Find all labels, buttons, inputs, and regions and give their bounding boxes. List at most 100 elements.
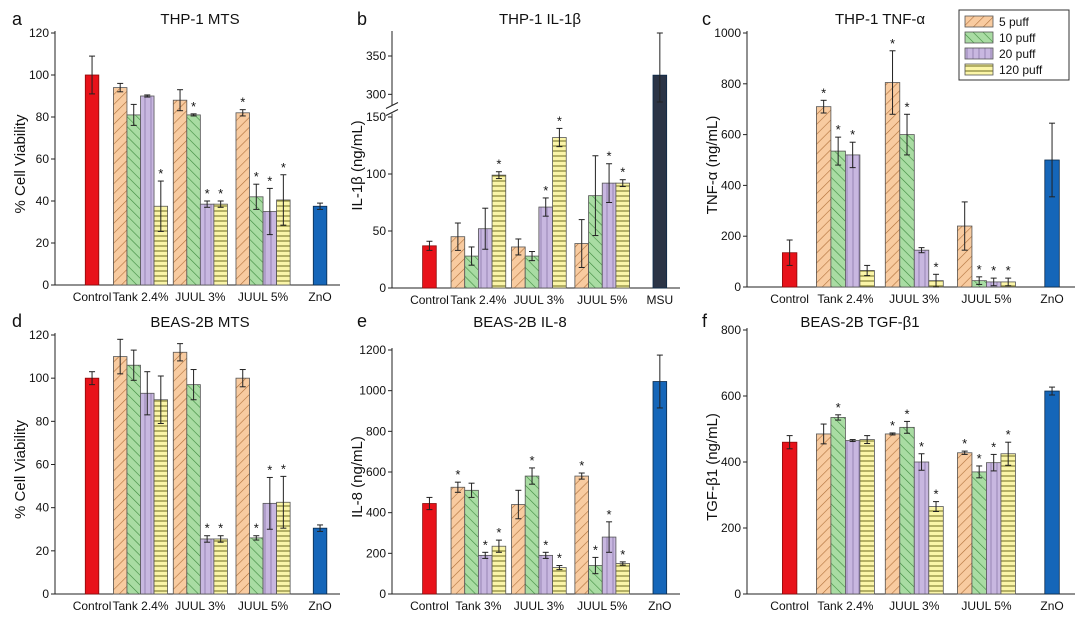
y-tick-label: 120 [29,26,49,40]
x-tick-label: JUUL 5% [577,293,628,307]
bar-120puff [615,563,630,595]
bar-5puff [113,356,128,595]
bar-20puff [538,554,553,595]
significance-star: * [281,461,286,476]
bar-10puff [899,426,915,595]
x-tick-label: ZnO [308,599,331,613]
x-tick-label: Control [770,599,809,613]
bar-120puff [213,203,228,286]
y-tick-label: 600 [366,465,386,479]
bar-120puff [928,506,944,595]
significance-star: * [850,127,855,142]
significance-star: * [254,169,259,184]
bar-20puff [913,249,930,288]
bar-5puff [235,112,250,286]
panel-a: 0 20 40 60 80 100 120 a THP-1 MTS % Cell Viabilit… [12,9,340,304]
x-tick-label: JUUL 5% [238,599,289,613]
significance-star: * [890,36,895,51]
legend: 5 puff 10 puff 20 puff 120 puff [958,9,1070,81]
significance-star: * [919,439,924,454]
y-tick-label: 400 [721,455,741,469]
bar-120puff [1000,453,1016,595]
legend-entry: 20 puff [999,47,1036,61]
y-tick-label: 200 [721,229,741,243]
zno-bar [312,527,328,595]
y-tick-label: 80 [36,414,50,428]
y-tick-label: 50 [373,224,387,238]
significance-star: * [281,160,286,175]
y-tick-label: 1000 [359,384,386,398]
significance-star: * [483,537,488,552]
significance-star: * [991,439,996,454]
significance-star: * [836,122,841,137]
zno-bar [652,381,668,595]
axis-break-mark [385,109,399,116]
y-tick-label: 120 [29,328,49,342]
y-tick-label: 0 [734,587,741,601]
bar-20puff [845,154,861,288]
bar-120puff [491,174,507,289]
bar-10puff [524,475,540,595]
bar-20puff [140,392,155,595]
bar-120puff [491,545,507,595]
y-axis-label: % Cell Viability [12,114,29,213]
y-tick-label: 0 [379,281,386,295]
significance-star: * [904,99,909,114]
bar-5puff [816,433,832,595]
significance-star: * [543,183,548,198]
panel-letter: d [12,311,22,331]
x-tick-label: Control [73,290,112,304]
bar-5puff [113,87,128,286]
legend-entry: 120 puff [999,63,1043,77]
x-tick-label: JUUL 5% [961,292,1012,306]
significance-star: * [218,521,223,536]
y-tick-label: 350 [366,49,386,63]
bar-20puff [538,206,553,289]
significance-star: * [543,537,548,552]
chart-title: THP-1 MTS [160,11,239,28]
bar-120puff [859,439,875,595]
x-tick-label: JUUL 3% [175,290,226,304]
control-bar [84,74,100,286]
bar-10puff [899,134,915,288]
significance-star: * [991,263,996,278]
y-tick-label: 1000 [714,26,741,40]
significance-star: * [530,453,535,468]
panel-letter: c [702,9,711,29]
chart-title: BEAS-2B TGF-β1 [800,314,919,331]
chart-title: BEAS-2B MTS [150,314,249,331]
significance-star: * [933,259,938,274]
x-tick-label: Control [73,599,112,613]
x-tick-label: JUUL 3% [175,599,226,613]
chart-title: BEAS-2B IL-8 [473,314,566,331]
significance-star: * [1006,263,1011,278]
significance-star: * [977,262,982,277]
significance-star: * [205,521,210,536]
legend-entry: 10 puff [999,31,1036,45]
bar-10puff [971,471,987,595]
significance-star: * [890,418,895,433]
significance-star: * [607,149,612,164]
x-tick-label: JUUL 5% [961,599,1012,613]
axis-break-mark [385,102,399,109]
bar-10puff [126,364,141,595]
y-tick-label: 100 [366,167,386,181]
x-tick-label: Tank 2.4% [817,292,873,306]
zno-bar [312,205,328,286]
significance-star: * [254,521,259,536]
msu-bar [652,74,668,289]
panel-d: 0 20 40 60 80 100 120 d BEAS-2B MTS % Cell Viabil… [12,311,340,613]
y-tick-label: 400 [721,178,741,192]
bar-10puff [126,114,141,286]
y-tick-label: 40 [36,194,50,208]
panel-letter: e [357,311,367,331]
x-tick-label: ZnO [648,599,671,613]
bar-10puff [186,114,201,286]
significance-star: * [267,173,272,188]
chart-title: THP-1 TNF-α [835,11,925,28]
y-tick-label: 100 [29,371,49,385]
x-tick-label: JUUL 3% [889,599,940,613]
x-tick-label: JUUL 3% [514,599,565,613]
bar-20puff [913,461,930,595]
control-bar [781,441,798,595]
